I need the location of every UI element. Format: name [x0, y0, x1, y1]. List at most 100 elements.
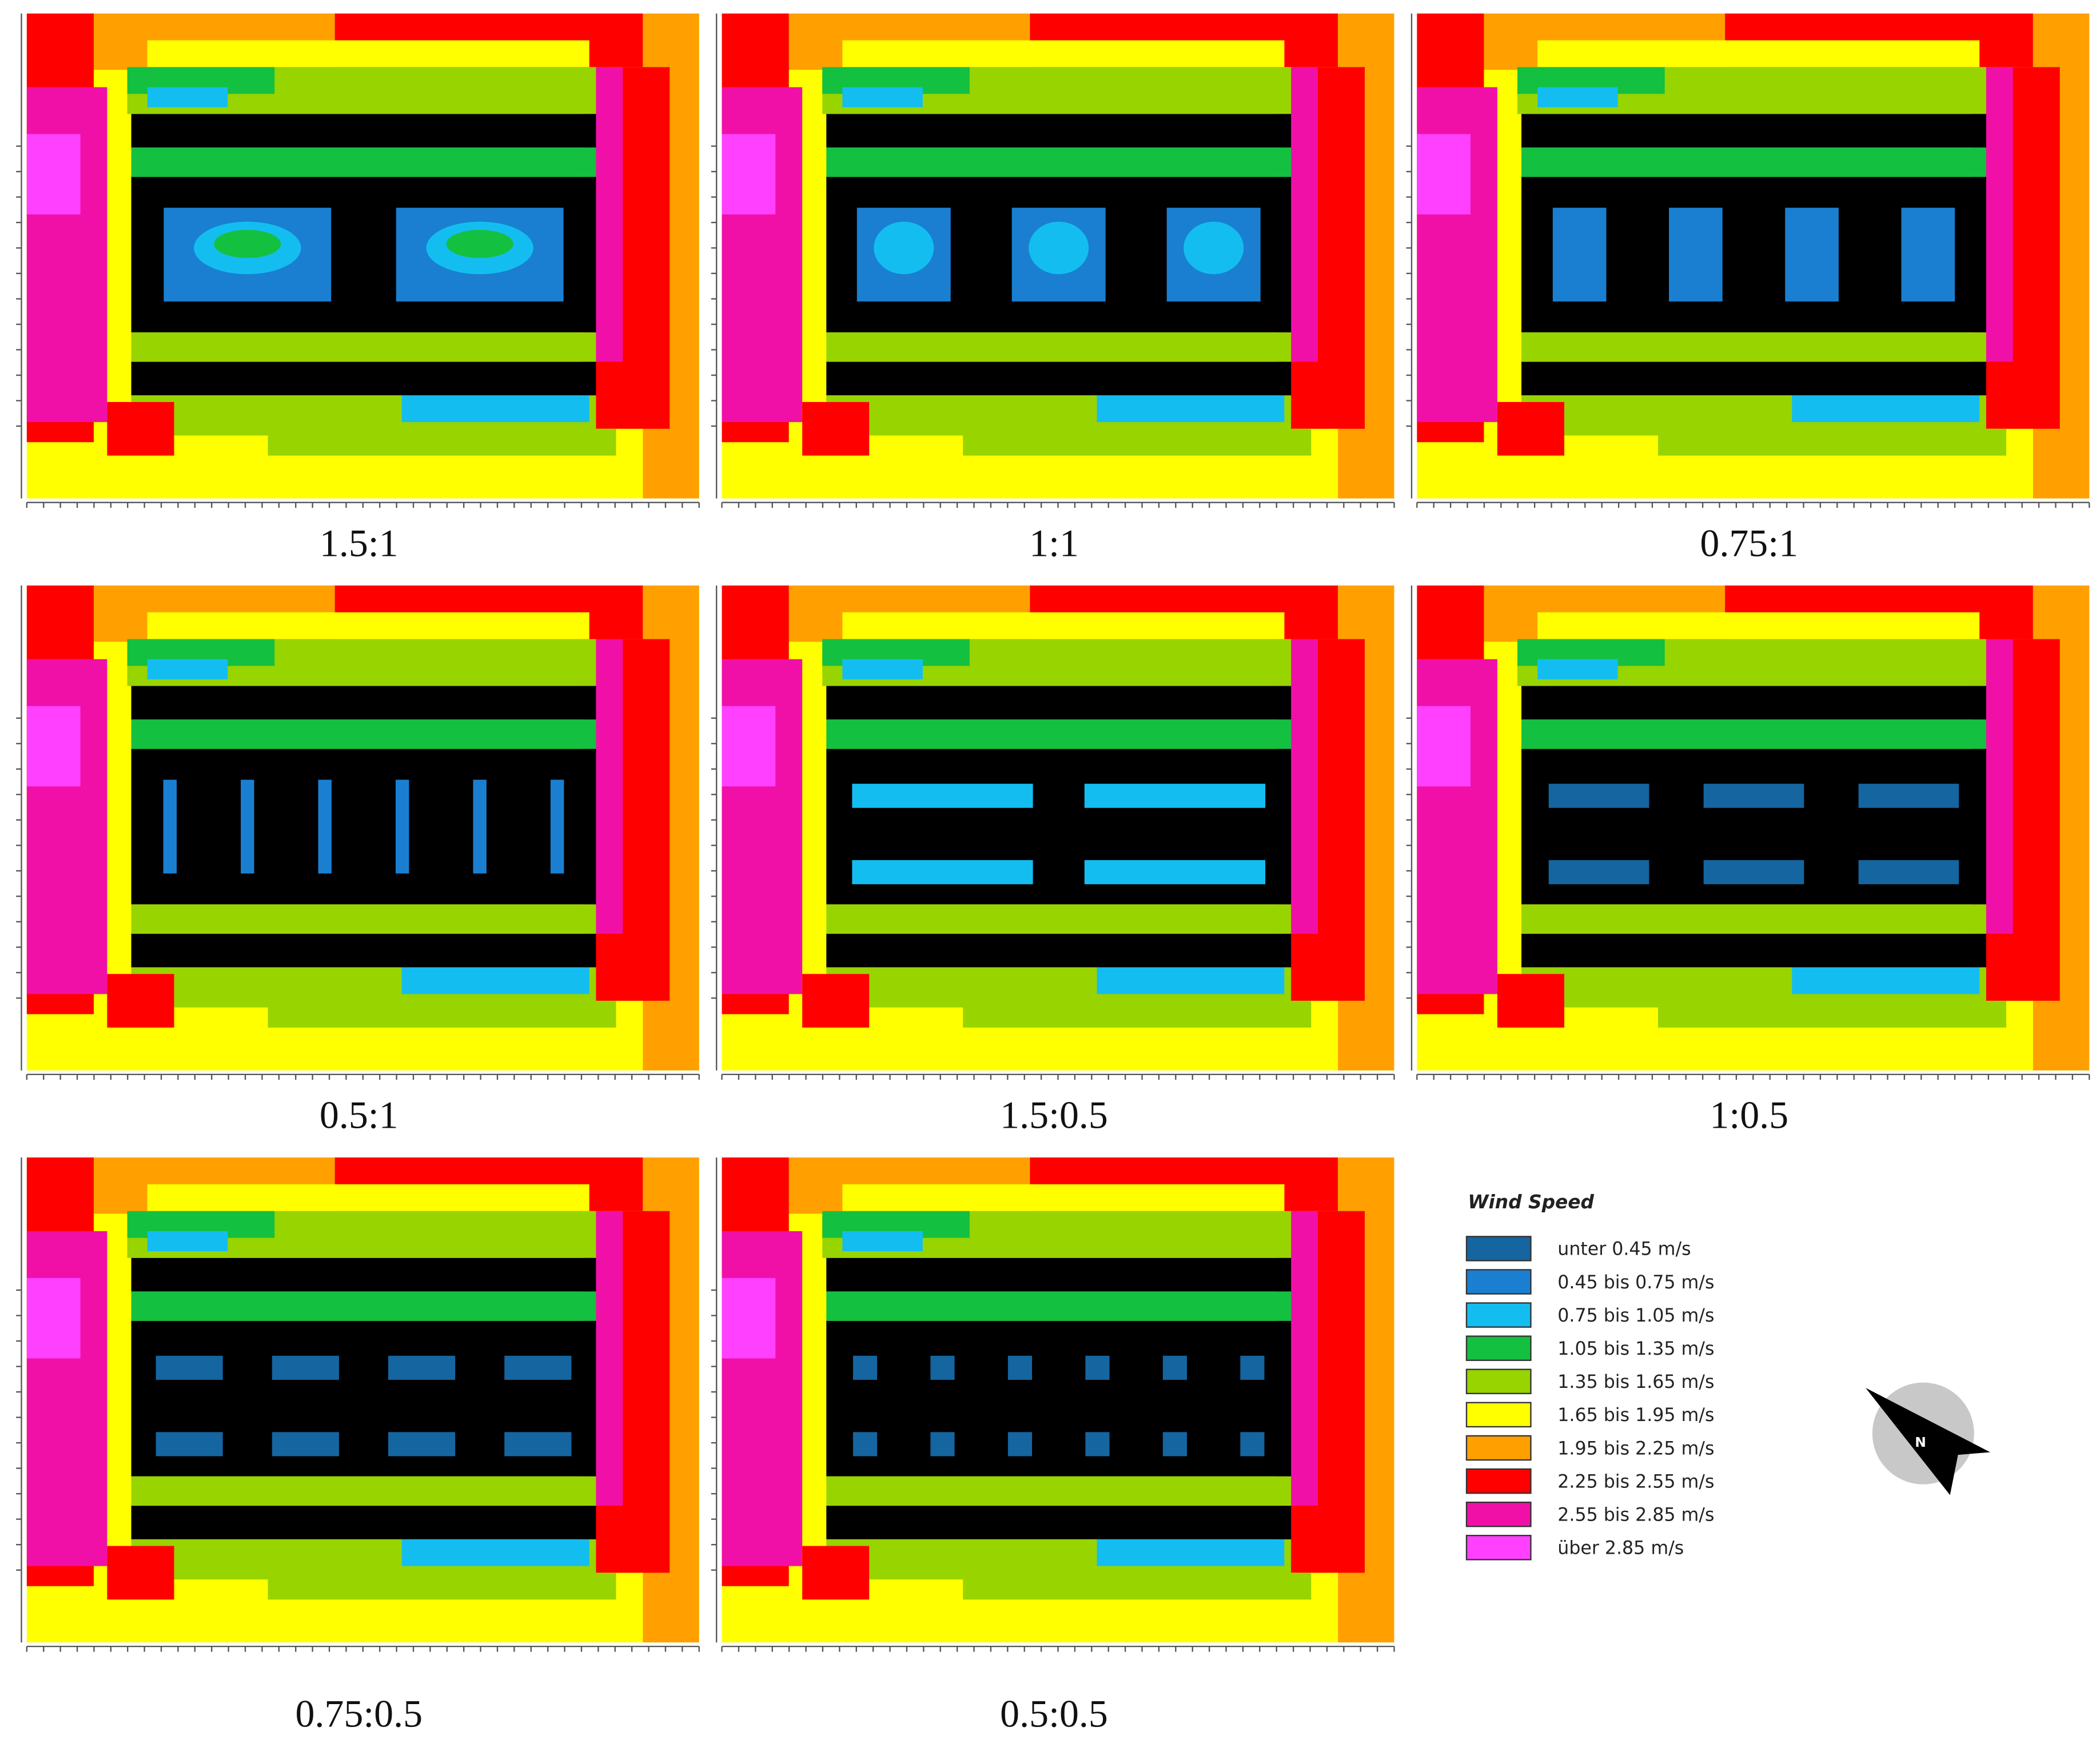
cell — [1901, 208, 1955, 302]
zone — [1417, 706, 1471, 787]
zone — [26, 1278, 81, 1359]
cell — [318, 779, 332, 874]
cell-core — [1029, 221, 1089, 274]
zone — [1097, 967, 1285, 994]
legend-swatch — [1465, 1435, 1532, 1461]
zone — [1521, 719, 1986, 749]
cell — [852, 860, 1033, 885]
zone — [26, 134, 81, 215]
zone — [1521, 114, 1986, 148]
cell — [1858, 860, 1959, 885]
cell — [504, 1355, 572, 1380]
cell — [1007, 1432, 1033, 1457]
zone — [26, 706, 81, 787]
panel-label: 0.5:1 — [320, 1093, 399, 1137]
cell — [1240, 1432, 1265, 1457]
cell — [396, 779, 409, 874]
wind-map — [711, 585, 1395, 1080]
legend-label: unter 0.45 m/s — [1557, 1239, 1691, 1260]
zone — [842, 1231, 923, 1252]
zone — [1537, 659, 1618, 679]
zone — [1537, 612, 1980, 639]
panel-label: 1:1 — [1029, 521, 1079, 564]
zone — [842, 40, 1285, 67]
zone — [131, 1291, 596, 1321]
cell — [1085, 1355, 1110, 1380]
legend-label: 1.05 bis 1.35 m/s — [1557, 1339, 1714, 1359]
cell — [852, 1432, 878, 1457]
cell — [241, 779, 254, 874]
cell — [473, 779, 487, 874]
cell — [1552, 208, 1607, 302]
wind-map — [16, 585, 700, 1080]
cell — [1084, 860, 1266, 885]
cell-core — [874, 221, 934, 274]
zone — [826, 1291, 1292, 1321]
legend-swatch — [1465, 1269, 1532, 1295]
cell — [1240, 1355, 1265, 1380]
zone — [107, 974, 174, 1028]
wind-map — [1406, 585, 2090, 1080]
zone — [722, 134, 776, 215]
cell — [1785, 208, 1839, 302]
cell — [163, 779, 177, 874]
panel-label: 0.75:1 — [1700, 521, 1798, 564]
zone — [131, 332, 596, 362]
zone — [401, 967, 589, 994]
zone — [722, 706, 776, 787]
cell — [1858, 783, 1959, 808]
zone — [147, 1231, 228, 1252]
zone — [1417, 134, 1471, 215]
zone — [1521, 904, 1986, 934]
wind-map — [16, 13, 700, 508]
zone — [826, 332, 1292, 362]
legend-swatch — [1465, 1402, 1532, 1428]
zone — [1097, 395, 1285, 423]
cell — [1084, 783, 1266, 808]
zone — [131, 686, 596, 720]
panel-label: 0.5:0.5 — [1000, 1692, 1108, 1736]
wind-map — [1406, 13, 2090, 508]
zone — [842, 87, 923, 108]
zone — [147, 40, 589, 67]
cell — [930, 1432, 955, 1457]
zone — [826, 147, 1292, 177]
zone — [826, 1320, 1292, 1477]
cell — [504, 1432, 572, 1457]
zone — [1537, 40, 1980, 67]
zone — [842, 612, 1285, 639]
zone — [1097, 1539, 1285, 1566]
zone — [147, 612, 589, 639]
cell — [1703, 860, 1804, 885]
zone — [131, 1506, 596, 1539]
zone — [1657, 428, 2007, 456]
cell — [550, 779, 564, 874]
cell — [388, 1355, 456, 1380]
zone — [131, 719, 596, 749]
cell-core — [214, 229, 281, 258]
zone — [802, 401, 870, 456]
wind-map — [711, 1157, 1395, 1652]
legend-swatch — [1465, 1335, 1532, 1361]
zone — [268, 428, 616, 456]
legend-label: 0.45 bis 0.75 m/s — [1557, 1272, 1714, 1293]
cell — [1703, 783, 1804, 808]
zone — [131, 1476, 596, 1506]
legend-swatch — [1465, 1302, 1532, 1328]
legend-title: Wind Speed — [1468, 1191, 1594, 1213]
legend-swatch — [1465, 1468, 1532, 1494]
zone — [1521, 686, 1986, 720]
legend-swatch — [1465, 1534, 1532, 1561]
zone — [131, 904, 596, 934]
zone — [1521, 147, 1986, 177]
zone — [1657, 1001, 2007, 1028]
zone — [963, 428, 1312, 456]
panel-label: 0.75:0.5 — [295, 1692, 423, 1736]
cell — [1162, 1355, 1188, 1380]
zone — [1521, 361, 1986, 396]
zone — [268, 1001, 616, 1028]
legend-label: 0.75 bis 1.05 m/s — [1557, 1306, 1714, 1326]
zone — [826, 361, 1292, 396]
